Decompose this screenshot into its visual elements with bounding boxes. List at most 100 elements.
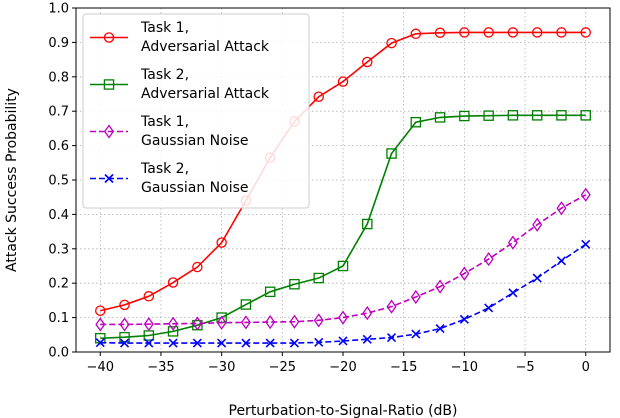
legend-item-4: Task 2, Gaussian Noise (90, 161, 249, 196)
y-tick-label: 0.3 (48, 242, 69, 257)
y-tick-label: 0.9 (48, 36, 69, 51)
data-point-marker (104, 124, 114, 139)
legend-label: Adversarial Attack (141, 86, 270, 102)
data-point-marker (362, 56, 373, 68)
data-point-marker (240, 315, 251, 330)
y-tick-label: 0.4 (48, 208, 69, 223)
data-point-marker (434, 27, 446, 39)
data-point-marker (103, 79, 115, 90)
data-point-marker (95, 338, 105, 348)
legend-label: Task 2, (140, 67, 189, 83)
data-point-marker (216, 237, 227, 248)
data-point-marker (507, 27, 519, 38)
data-point-marker (362, 334, 372, 344)
data-point-marker (556, 201, 567, 216)
data-point-marker (435, 324, 445, 334)
axis-ticks: −40 −35 −30 −25 −20 −15 −10 −5 0 0.0 0.1 0.2 0.3 0.4 0… (48, 2, 590, 376)
y-tick-label: 0.2 (48, 277, 69, 292)
x-tick-label: −30 (208, 360, 235, 375)
data-point-marker (483, 27, 494, 38)
data-point-marker (507, 235, 518, 250)
legend-item-1: Task 1, Adversarial Attack (90, 20, 270, 55)
y-tick-label: 1.0 (48, 2, 69, 17)
data-point-marker (386, 37, 397, 49)
legend-item-2: Task 2, Adversarial Attack (90, 67, 270, 102)
data-point-marker (386, 332, 397, 343)
data-point-marker (508, 288, 518, 298)
y-tick-label: 0.5 (48, 174, 69, 189)
x-tick-label: 0 (582, 360, 590, 375)
series-4 (95, 239, 591, 348)
data-point-marker (104, 173, 114, 184)
data-point-marker (386, 148, 397, 159)
data-point-marker (119, 331, 130, 343)
data-point-marker (483, 251, 494, 267)
data-point-marker (338, 336, 348, 346)
data-point-marker (313, 272, 324, 284)
data-point-marker (580, 110, 591, 121)
legend-item-3: Task 1, Gaussian Noise (90, 114, 249, 149)
data-point-marker (532, 273, 542, 283)
data-point-marker (217, 338, 227, 348)
data-point-marker (143, 291, 155, 302)
data-point-marker (459, 27, 470, 38)
data-point-marker (167, 277, 179, 288)
data-point-marker (362, 305, 373, 321)
legend-label: Adversarial Attack (141, 39, 270, 55)
x-tick-label: −20 (329, 360, 356, 375)
data-point-marker (167, 326, 179, 337)
data-point-marker (192, 338, 202, 348)
data-point-marker (507, 110, 519, 121)
data-point-marker (241, 338, 251, 348)
data-point-marker (95, 317, 106, 332)
data-point-marker (556, 110, 567, 121)
data-point-marker (192, 316, 203, 331)
legend-label: Task 1, (140, 20, 189, 36)
data-point-marker (103, 32, 115, 43)
data-point-marker (144, 338, 154, 348)
data-point-marker (119, 317, 130, 332)
data-point-marker (410, 289, 421, 305)
plot-frame (75, 7, 611, 353)
data-point-marker (264, 286, 276, 298)
series-line (100, 31, 586, 312)
legend-label: Task 1, (140, 114, 189, 130)
data-point-marker (484, 303, 494, 313)
data-point-marker (313, 313, 324, 328)
data-point-marker (411, 329, 421, 339)
data-point-marker (95, 305, 106, 316)
data-point-marker (459, 314, 469, 324)
data-point-marker (581, 239, 591, 249)
x-tick-label: −10 (451, 360, 478, 375)
x-tick-label: −40 (87, 360, 114, 375)
y-axis-label: Attack Success Probability (4, 88, 20, 272)
x-tick-label: −15 (390, 360, 417, 375)
data-point-marker (168, 338, 178, 348)
data-point-marker (338, 310, 348, 325)
data-point-marker (386, 299, 397, 314)
data-point-marker (192, 261, 203, 273)
data-point-marker (435, 279, 446, 294)
x-tick-label: −25 (269, 360, 296, 375)
data-point-marker (289, 314, 300, 329)
legend: Task 1, Adversarial Attack Task 2, Adversar… (82, 13, 310, 209)
data-point-marker (434, 112, 446, 123)
x-tick-label: −35 (147, 360, 174, 375)
legend-box (82, 13, 310, 209)
data-point-marker (459, 266, 470, 281)
legend-label: Gaussian Noise (141, 180, 249, 196)
data-point-marker (240, 299, 252, 310)
data-point-marker (314, 337, 324, 347)
legend-label: Gaussian Noise (141, 133, 249, 149)
data-point-marker (289, 338, 300, 348)
series-3 (95, 187, 591, 332)
data-point-marker (556, 256, 567, 266)
data-point-marker (410, 116, 422, 128)
data-point-marker (532, 217, 543, 232)
data-point-marker (459, 110, 470, 122)
data-point-marker (265, 338, 275, 348)
data-point-marker (580, 187, 591, 202)
data-point-marker (119, 299, 130, 311)
data-point-marker (289, 278, 300, 290)
